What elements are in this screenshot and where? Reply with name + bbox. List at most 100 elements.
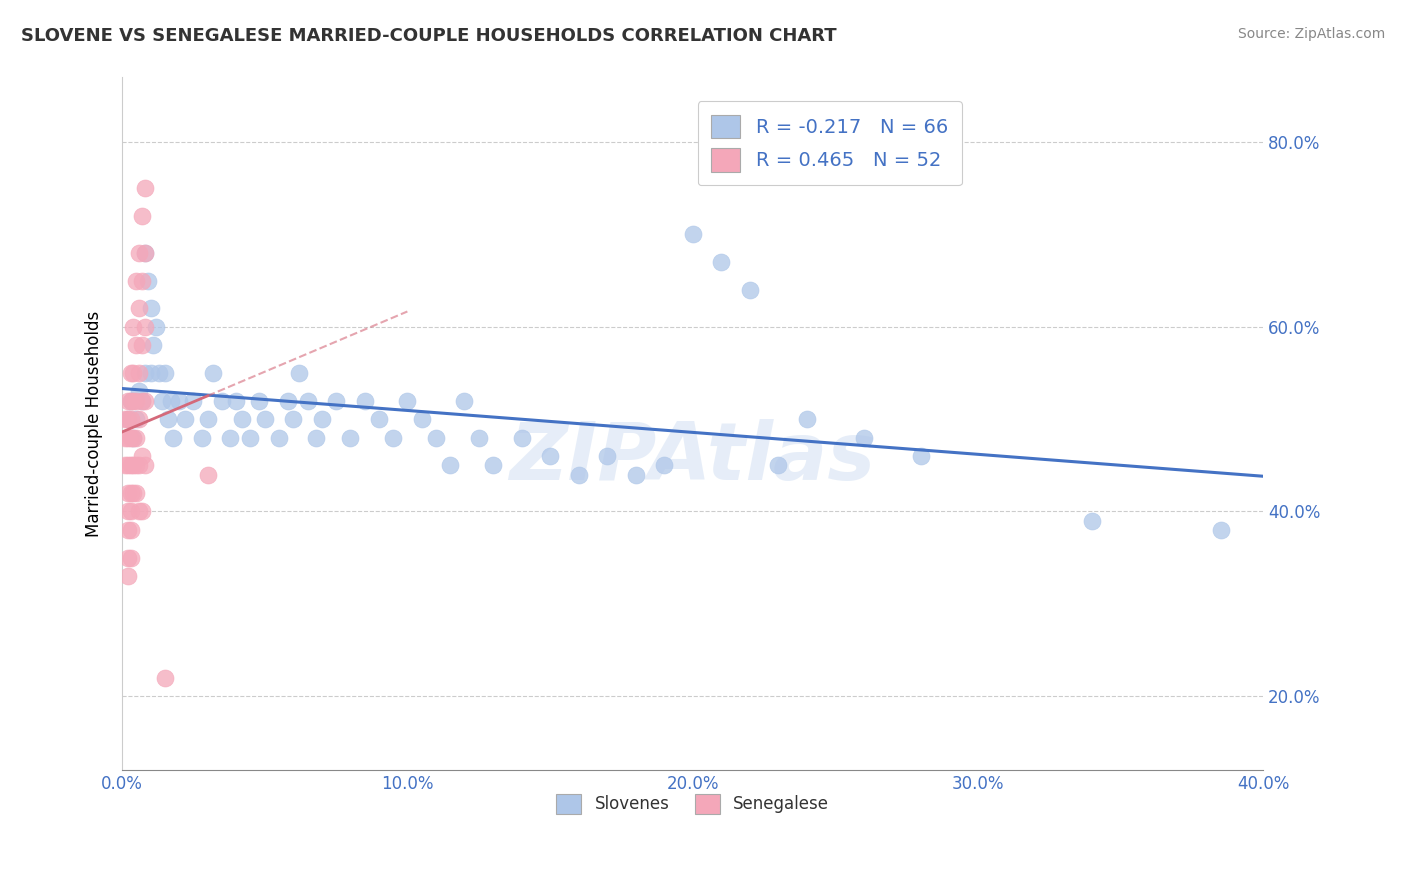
Point	[467, 431, 489, 445]
Point	[128, 384, 150, 399]
Point	[114, 458, 136, 473]
Point	[131, 209, 153, 223]
Point	[191, 431, 214, 445]
Point	[624, 467, 647, 482]
Point	[122, 366, 145, 380]
Point	[910, 449, 932, 463]
Point	[117, 458, 139, 473]
Point	[122, 431, 145, 445]
Point	[128, 301, 150, 316]
Point	[411, 412, 433, 426]
Point	[197, 412, 219, 426]
Point	[120, 523, 142, 537]
Point	[1081, 514, 1104, 528]
Point	[156, 412, 179, 426]
Point	[267, 431, 290, 445]
Point	[367, 412, 389, 426]
Point	[120, 504, 142, 518]
Point	[134, 366, 156, 380]
Point	[425, 431, 447, 445]
Point	[150, 393, 173, 408]
Point	[117, 569, 139, 583]
Point	[120, 486, 142, 500]
Point	[134, 246, 156, 260]
Point	[117, 412, 139, 426]
Point	[120, 393, 142, 408]
Point	[482, 458, 505, 473]
Point	[128, 504, 150, 518]
Point	[134, 181, 156, 195]
Point	[153, 366, 176, 380]
Point	[297, 393, 319, 408]
Point	[231, 412, 253, 426]
Point	[122, 393, 145, 408]
Point	[134, 458, 156, 473]
Point	[288, 366, 311, 380]
Point	[768, 458, 790, 473]
Point	[567, 467, 589, 482]
Point	[253, 412, 276, 426]
Point	[134, 319, 156, 334]
Point	[139, 301, 162, 316]
Point	[142, 338, 165, 352]
Text: Source: ZipAtlas.com: Source: ZipAtlas.com	[1237, 27, 1385, 41]
Point	[120, 550, 142, 565]
Point	[128, 246, 150, 260]
Point	[139, 366, 162, 380]
Point	[114, 431, 136, 445]
Point	[510, 431, 533, 445]
Point	[117, 504, 139, 518]
Point	[1209, 523, 1232, 537]
Point	[339, 431, 361, 445]
Point	[153, 671, 176, 685]
Point	[852, 431, 875, 445]
Point	[211, 393, 233, 408]
Point	[183, 393, 205, 408]
Point	[125, 274, 148, 288]
Point	[159, 393, 181, 408]
Point	[173, 412, 195, 426]
Point	[353, 393, 375, 408]
Point	[382, 431, 405, 445]
Point	[538, 449, 561, 463]
Point	[283, 412, 305, 426]
Point	[120, 412, 142, 426]
Point	[325, 393, 347, 408]
Point	[114, 412, 136, 426]
Point	[122, 486, 145, 500]
Point	[219, 431, 242, 445]
Point	[439, 458, 461, 473]
Point	[239, 431, 262, 445]
Point	[125, 458, 148, 473]
Text: SLOVENE VS SENEGALESE MARRIED-COUPLE HOUSEHOLDS CORRELATION CHART: SLOVENE VS SENEGALESE MARRIED-COUPLE HOU…	[21, 27, 837, 45]
Point	[710, 255, 733, 269]
Text: ZIPAtlas: ZIPAtlas	[509, 419, 876, 498]
Point	[225, 393, 247, 408]
Point	[125, 338, 148, 352]
Point	[305, 431, 328, 445]
Point	[796, 412, 818, 426]
Point	[125, 412, 148, 426]
Point	[117, 431, 139, 445]
Point	[125, 393, 148, 408]
Point	[117, 412, 139, 426]
Point	[122, 319, 145, 334]
Point	[134, 393, 156, 408]
Point	[247, 393, 270, 408]
Point	[453, 393, 475, 408]
Point	[125, 431, 148, 445]
Point	[120, 366, 142, 380]
Point	[596, 449, 619, 463]
Point	[134, 246, 156, 260]
Point	[120, 393, 142, 408]
Point	[117, 550, 139, 565]
Point	[202, 366, 225, 380]
Point	[131, 504, 153, 518]
Point	[148, 366, 170, 380]
Point	[131, 393, 153, 408]
Point	[311, 412, 333, 426]
Point	[128, 458, 150, 473]
Point	[125, 486, 148, 500]
Point	[122, 458, 145, 473]
Point	[131, 393, 153, 408]
